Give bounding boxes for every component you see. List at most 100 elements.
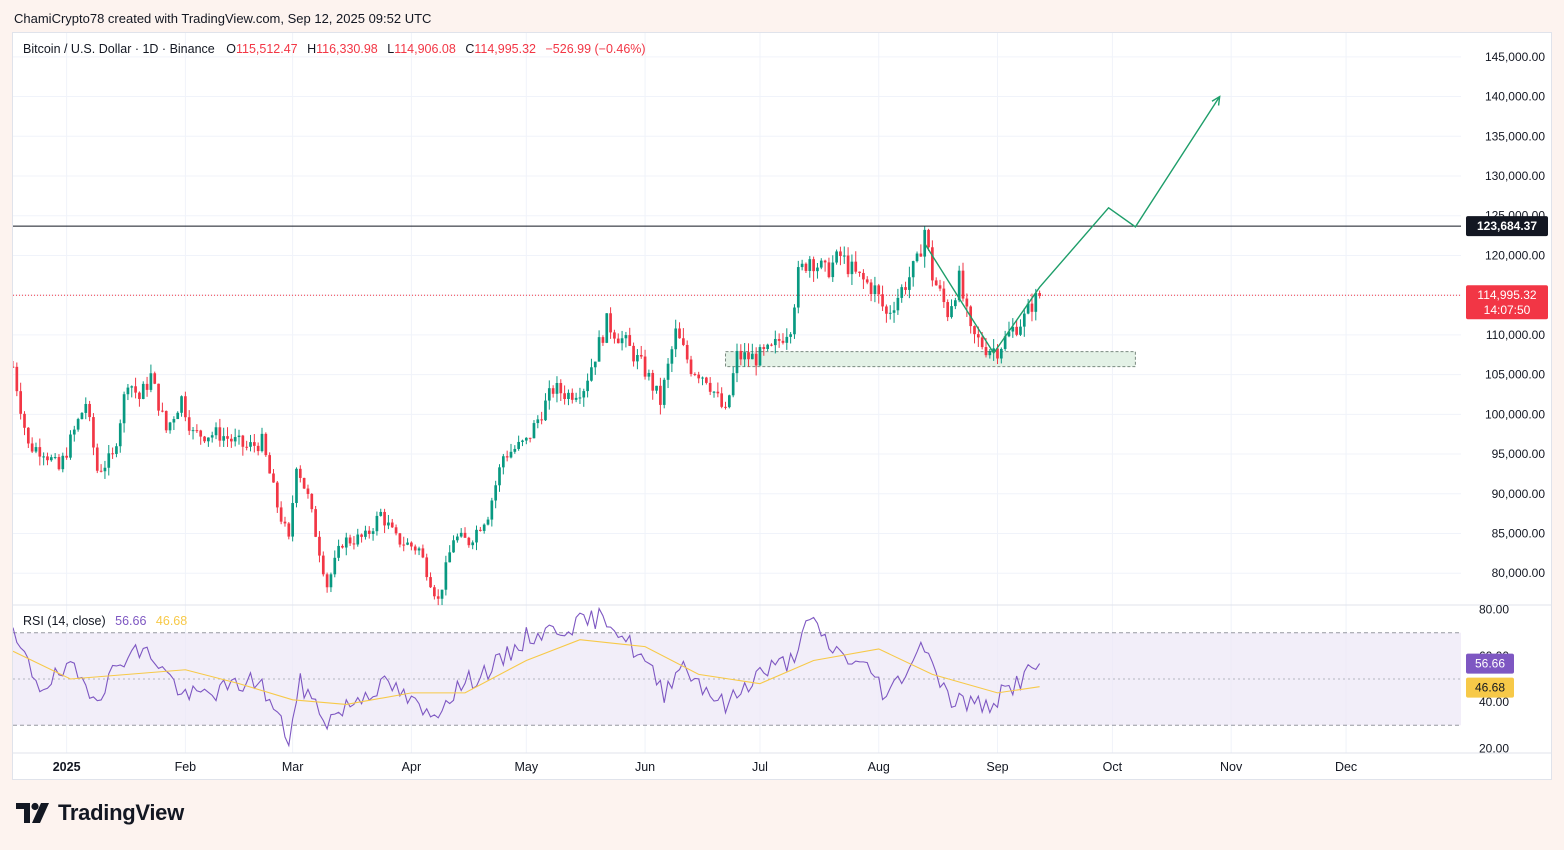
candle-body [639, 355, 643, 357]
candle-body [647, 372, 651, 377]
candle-body [601, 337, 605, 343]
price-tick-label: 100,000.00 [1485, 407, 1545, 421]
candle-body [348, 537, 352, 544]
candle-body [38, 447, 42, 457]
candle-body [567, 392, 570, 400]
rsi-label[interactable]: RSI (14, close) [23, 614, 106, 628]
time-tick-label: Aug [868, 760, 890, 774]
symbol-legend: Bitcoin / U.S. Dollar · 1D · Binance O11… [23, 42, 652, 56]
price-tick-label: 95,000.00 [1492, 447, 1546, 461]
candle-body [256, 445, 260, 452]
candle-body [207, 437, 210, 442]
tradingview-brand: TradingView [58, 800, 184, 825]
candle-body [203, 436, 206, 442]
candle-body [341, 545, 344, 548]
candle-body [954, 300, 957, 307]
candle-body [421, 548, 425, 558]
candle-body [781, 340, 785, 343]
candle-body [237, 435, 241, 438]
symbol-name[interactable]: Bitcoin / U.S. Dollar · 1D · Binance [23, 42, 215, 56]
candle-body [23, 413, 26, 428]
candle-body [295, 468, 298, 504]
candle-body [383, 511, 386, 526]
candle-body [643, 356, 647, 377]
candle-body [850, 261, 854, 275]
candle-body [57, 457, 61, 470]
price-tick-label: 110,000.00 [1486, 328, 1545, 342]
time-tick-label: May [514, 760, 538, 774]
candle-body [360, 534, 363, 537]
candle-body [816, 267, 819, 272]
rsi-tick-label: 80.00 [1479, 603, 1509, 617]
candle-body [279, 507, 283, 522]
candle-body [762, 347, 766, 349]
candle-body [302, 477, 306, 489]
rsi-ma-tag-bg [1466, 677, 1514, 698]
candle-body [846, 255, 850, 275]
candle-body [272, 473, 275, 483]
candle-body [950, 306, 953, 318]
chart-canvas[interactable]: 80,000.00 85,000.00 90,000.00 95,000.00 100,… [13, 33, 1551, 779]
candle-body [727, 395, 731, 408]
candle-body [99, 470, 103, 472]
candle-body [904, 287, 907, 290]
projection-arrowhead [1211, 95, 1221, 106]
candle-body [126, 387, 130, 395]
candle-body [946, 302, 950, 318]
candle-body [321, 555, 325, 575]
candle-body [440, 589, 444, 599]
candle-body [835, 251, 838, 263]
chart-attribution: ChamiCrypto78 created with TradingView.c… [14, 11, 432, 26]
candle-body [593, 361, 597, 368]
candle-body [410, 542, 413, 547]
candle-body [429, 577, 432, 588]
candle-body [701, 377, 704, 379]
candle-body [923, 229, 927, 257]
candle-body [149, 373, 153, 390]
candle-body [61, 455, 65, 470]
candle-body [536, 419, 540, 424]
candle-body [180, 396, 183, 413]
candle-body [670, 349, 674, 364]
candle-body [613, 332, 616, 339]
candle-body [42, 456, 45, 458]
candle-body [743, 352, 747, 360]
candle-body [754, 353, 758, 366]
candle-body [310, 493, 314, 510]
price-tick-label: 135,000.00 [1485, 129, 1545, 143]
candle-body [318, 536, 321, 556]
candle-body [705, 377, 708, 383]
candle-body [712, 391, 716, 393]
candle-body [417, 548, 421, 551]
candle-body [13, 366, 15, 368]
high-value: 116,330.98 [316, 42, 378, 56]
candle-body [46, 456, 49, 461]
candle-body [739, 350, 743, 360]
candle-body [521, 440, 524, 442]
candle-body [490, 500, 494, 520]
candle-body [475, 529, 478, 543]
candle-body [628, 335, 632, 346]
projection-path [924, 96, 1221, 355]
candle-body [980, 337, 984, 348]
tradingview-logo[interactable]: TradingView [16, 800, 184, 826]
candle-body [122, 394, 126, 424]
time-tick-label: 2025 [53, 760, 81, 774]
chart-frame[interactable]: 80,000.00 85,000.00 90,000.00 95,000.00 100,… [12, 32, 1552, 780]
candle-body [716, 391, 720, 394]
candle-body [92, 417, 95, 448]
candle-body [494, 485, 498, 501]
candle-body [138, 392, 141, 399]
rsi-value-tag-label: 56.66 [1475, 657, 1505, 671]
candle-body [1015, 326, 1018, 335]
candle-body [249, 442, 252, 447]
candle-body [329, 574, 333, 588]
candle-body [597, 337, 601, 362]
candle-body [735, 350, 739, 374]
candle-body [616, 338, 620, 344]
price-tick-label: 140,000.00 [1485, 90, 1545, 104]
price-axis: 80,000.00 85,000.00 90,000.00 95,000.00 100,… [1485, 50, 1545, 580]
candle-body [915, 253, 919, 262]
candle-body [76, 419, 80, 430]
candle-body [620, 338, 624, 344]
